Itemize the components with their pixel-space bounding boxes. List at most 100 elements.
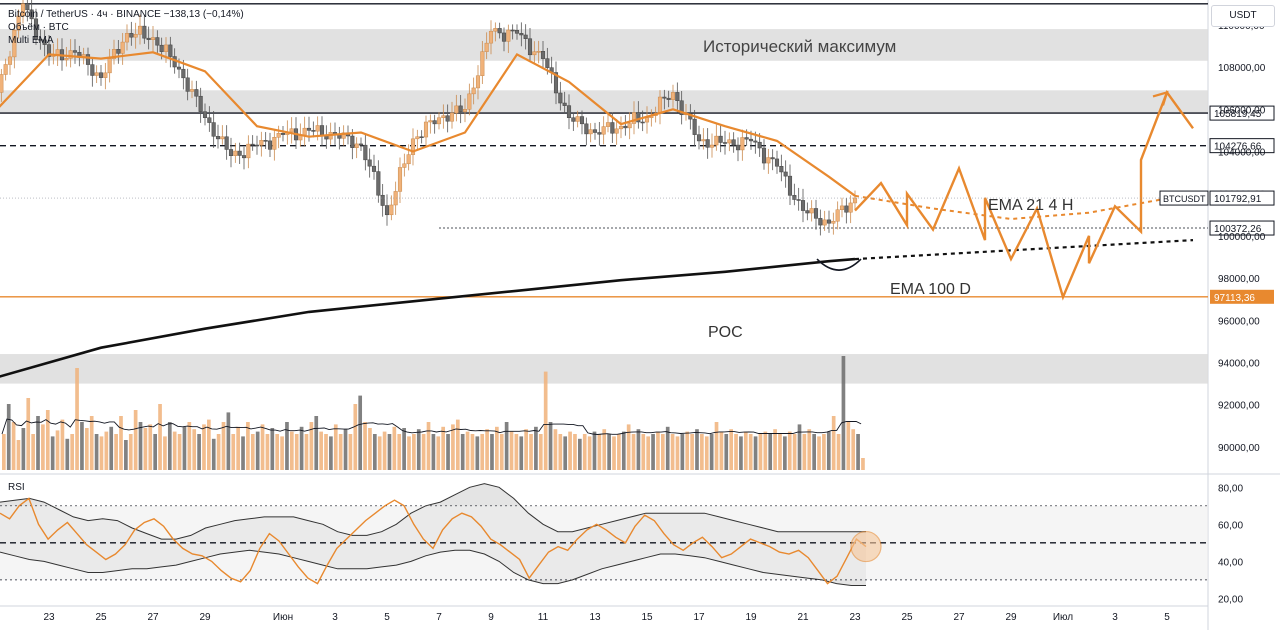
candle-body (354, 143, 359, 148)
level-tag-4: 97113,36 (1214, 293, 1255, 304)
volume-bar-43 (211, 438, 216, 470)
candle-body (731, 139, 736, 146)
candle-body (675, 92, 680, 102)
candle-body (202, 111, 208, 118)
time-tick-11: 15 (641, 612, 653, 623)
candle-body (783, 171, 788, 177)
volume-bar-76 (372, 434, 377, 470)
time-tick-7: 7 (436, 612, 442, 623)
candle-body (233, 150, 238, 156)
candle-body (428, 120, 433, 123)
candle-body (558, 92, 563, 104)
price-tick-4: 98000,00 (1218, 274, 1260, 285)
candle-body (194, 89, 199, 97)
volume-bar-118 (578, 438, 582, 470)
volume-bar-157 (768, 434, 773, 470)
volume-bar-173 (846, 422, 851, 470)
volume-bar-10 (50, 436, 55, 470)
resistance-zone-1 (0, 90, 1208, 114)
candle-body (735, 144, 741, 151)
candle-body (402, 163, 407, 168)
rsi-tick-0: 20,00 (1218, 594, 1243, 605)
candle-body (484, 42, 489, 52)
candle-body (458, 105, 463, 112)
volume-bar-85 (416, 429, 421, 470)
candle-body (757, 141, 762, 149)
volume-bar-132 (646, 436, 651, 470)
time-tick-16: 25 (901, 612, 913, 623)
time-tick-10: 13 (589, 612, 601, 623)
volume-bar-131 (641, 434, 646, 470)
candle-body (155, 37, 160, 46)
candle-body (566, 105, 572, 118)
candle-body (3, 64, 8, 75)
volume-bar-9 (45, 410, 50, 470)
candle-body (584, 123, 589, 135)
candle-body (787, 175, 793, 196)
volume-bar-124 (607, 434, 611, 470)
candle-body (29, 9, 34, 20)
volume-bar-65 (319, 431, 323, 470)
volume-bar-147 (719, 431, 724, 470)
volume-bar-20 (99, 436, 104, 470)
candle-body (146, 37, 151, 40)
volume-bar-44 (216, 434, 221, 470)
volume-bar-121 (592, 431, 597, 470)
volume-bar-91 (446, 434, 450, 470)
volume-bar-143 (700, 434, 704, 470)
volume-bar-82 (402, 428, 406, 470)
candle-body (7, 56, 13, 65)
volume-bar-106 (519, 436, 524, 470)
candle-body (0, 74, 4, 93)
volume-bar-141 (690, 434, 694, 470)
resistance-zone-2 (0, 354, 1208, 384)
rsi-lower-band (0, 549, 866, 586)
volume-bar-102 (499, 434, 504, 470)
level-tag-1: 105819,45 (1214, 109, 1262, 120)
candle-body (254, 144, 260, 147)
volume-bar-11 (55, 430, 60, 470)
resistance-zone-0 (0, 29, 1208, 61)
candle-body (129, 33, 134, 38)
candle-body (168, 44, 173, 57)
volume-bar-51 (250, 434, 255, 470)
candle-body (514, 30, 520, 34)
volume-bar-170 (831, 416, 836, 470)
volume-bar-56 (275, 434, 280, 470)
candle-body (805, 210, 810, 214)
volume-bar-16 (80, 422, 84, 470)
volume-bar-167 (817, 436, 821, 470)
candle-body (727, 139, 732, 144)
volume-bar-5 (26, 398, 31, 470)
candle-body (350, 135, 355, 148)
volume-bar-52 (255, 431, 260, 470)
volume-bar-37 (182, 426, 187, 470)
volume-bar-41 (202, 424, 206, 470)
time-tick-12: 17 (693, 612, 705, 623)
candle-body (189, 89, 195, 92)
candle-body (397, 167, 403, 192)
rsi-title: RSI (8, 482, 25, 493)
candle-body (631, 112, 637, 124)
volume-bar-58 (285, 422, 289, 470)
candle-body (116, 49, 121, 54)
candle-body (670, 92, 676, 100)
currency-button[interactable]: USDT (1211, 5, 1275, 27)
candle-body (176, 66, 182, 70)
candle-body (571, 117, 576, 122)
volume-bar-112 (548, 422, 553, 470)
volume-bar-38 (187, 422, 192, 470)
candle-body (536, 51, 541, 53)
volume-bar-149 (729, 429, 734, 470)
price-tick-0: 90000,00 (1218, 443, 1260, 454)
volume-bar-89 (436, 436, 441, 470)
price-tick-5: 100000,00 (1218, 232, 1266, 243)
volume-bar-92 (451, 424, 455, 470)
candle-body (822, 219, 827, 226)
volume-bar-75 (368, 428, 372, 470)
candle-body (98, 72, 104, 78)
candle-body (419, 136, 424, 138)
candle-body (718, 135, 723, 143)
